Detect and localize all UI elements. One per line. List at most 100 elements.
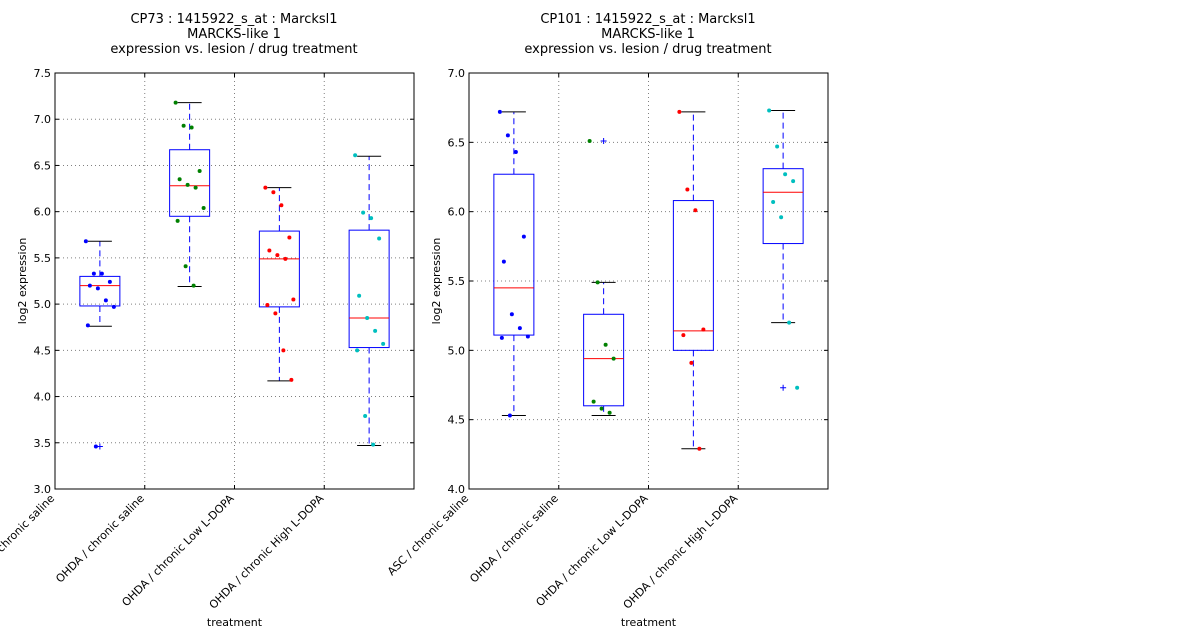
y-tick-label: 7.5 [34,67,52,80]
data-point [371,442,376,447]
data-point [525,334,530,339]
data-point [175,218,180,223]
data-point [95,286,100,291]
data-point [681,333,686,338]
plot-area-frame [468,72,829,490]
data-point [271,190,276,195]
y-tick-label: 4.5 [34,344,52,357]
data-point [111,304,116,309]
data-point [779,215,784,220]
data-point [91,271,96,276]
data-point [775,144,780,149]
data-point [693,208,698,213]
box-iqr [258,230,300,308]
data-point [177,177,182,182]
y-axis-label: log2 expression [430,238,443,325]
data-point [185,182,190,187]
box-iqr [672,200,714,351]
data-point [787,320,792,325]
data-point [603,342,608,347]
data-point [505,133,510,138]
data-point [275,253,280,258]
data-point [677,109,682,114]
box-iqr [493,173,535,336]
data-point [513,150,518,155]
data-point [363,413,368,418]
data-point [595,280,600,285]
x-axis-label: treatment [621,616,677,629]
y-tick-label: 7.0 [448,67,466,80]
data-point [685,187,690,192]
data-point [291,297,296,302]
box-iqr [348,229,390,349]
data-point [87,283,92,288]
box-iqr [79,275,121,307]
data-point [181,123,186,128]
data-point [93,444,98,449]
data-point [607,410,612,415]
box-iqr [169,149,211,217]
chart-panel-cp73: CP73 : 1415922_s_at : Marcksl1MARCKS-lik… [0,12,415,629]
y-tick-label: 3.0 [34,483,52,496]
data-point [587,138,592,143]
chart-title-line: MARCKS-like 1 [187,27,281,42]
data-point [191,283,196,288]
data-point [85,323,90,328]
data-point [701,327,706,332]
data-point [507,413,512,418]
data-point [283,256,288,261]
y-tick-label: 6.5 [34,159,52,172]
chart-title-line: CP73 : 1415922_s_at : Marcksl1 [130,12,337,27]
data-point [173,100,178,105]
data-point [689,360,694,365]
data-point [791,179,796,184]
data-point [99,271,104,276]
data-point [517,326,522,331]
data-point [795,385,800,390]
data-point [287,235,292,240]
x-axis-label: treatment [207,616,263,629]
data-point [767,108,772,113]
y-tick-label: 4.0 [34,391,52,404]
data-point [263,185,268,190]
data-point [771,199,776,204]
chart-title-line: expression vs. lesion / drug treatment [524,42,771,57]
data-point [83,239,88,244]
outlier-marker [780,384,787,391]
data-point [265,303,270,308]
data-point [103,298,108,303]
y-tick-label: 6.0 [34,206,52,219]
data-point [365,315,370,320]
y-tick-label: 5.5 [448,275,466,288]
y-tick-label: 4.5 [448,414,466,427]
chart-title-line: expression vs. lesion / drug treatment [110,42,357,57]
x-tick-label: ASC / chronic saline [385,492,471,578]
data-point [501,259,506,264]
data-point [281,348,286,353]
box-iqr [583,313,625,407]
data-point [193,185,198,190]
data-point [279,203,284,208]
plot-area-frame [54,72,415,490]
chart-panel-cp101: CP101 : 1415922_s_at : Marcksl1MARCKS-li… [385,12,829,629]
y-axis-label: log2 expression [16,238,29,325]
y-tick-label: 5.0 [34,298,52,311]
y-tick-label: 5.0 [448,344,466,357]
data-point [697,446,702,451]
data-point [361,210,366,215]
data-point [201,205,206,210]
y-tick-label: 7.0 [34,113,52,126]
x-tick-label: OHDA / chronic saline [467,492,561,586]
data-point [381,341,386,346]
data-point [197,168,202,173]
data-point [377,236,382,241]
chart-title-line: MARCKS-like 1 [601,27,695,42]
data-point [599,406,604,411]
data-point [289,377,294,382]
data-point [611,356,616,361]
y-tick-label: 4.0 [448,483,466,496]
data-point [107,279,112,284]
y-tick-label: 6.0 [448,206,466,219]
y-tick-label: 6.5 [448,136,466,149]
